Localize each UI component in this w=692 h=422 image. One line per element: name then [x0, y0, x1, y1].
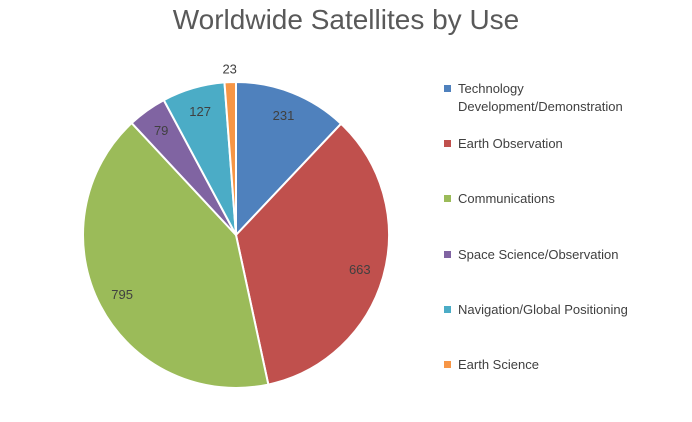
pie-slice-technology-development-demonstration [235, 81, 343, 236]
data-label-navigation-global-positioning: 127 [189, 104, 211, 119]
legend-label-technology-development-demonstration: Technology Development/Demonstration [458, 81, 623, 114]
legend-swatch-earth-observation [444, 140, 451, 147]
data-label-communications: 795 [111, 287, 133, 302]
pie-slice-communications [82, 122, 270, 389]
legend-label-space-science-observation: Space Science/Observation [458, 247, 619, 262]
data-label-technology-development-demonstration: 231 [273, 108, 295, 123]
chart-title: Worldwide Satellites by Use [172, 4, 520, 35]
legend-item-communications: Communications [444, 190, 688, 208]
pie-slice-earth-science [223, 80, 237, 236]
legend-label-earth-observation: Earth Observation [458, 136, 563, 151]
legend-item-technology-development-demonstration: Technology Development/Demonstration [444, 80, 688, 116]
data-label-space-science-observation: 79 [154, 123, 168, 138]
legend-label-earth-science: Earth Science [458, 357, 539, 372]
legend-item-earth-science: Earth Science [444, 356, 688, 374]
data-label-earth-science: 23 [222, 62, 236, 77]
legend-label-navigation-global-positioning: Navigation/Global Positioning [458, 302, 628, 317]
legend-swatch-technology-development-demonstration [444, 85, 451, 92]
legend-item-earth-observation: Earth Observation [444, 135, 688, 153]
legend-swatch-navigation-global-positioning [444, 306, 451, 313]
pie-slice-earth-observation [235, 122, 390, 386]
legend-item-space-science-observation: Space Science/Observation [444, 246, 688, 264]
legend-swatch-space-science-observation [444, 251, 451, 258]
legend-swatch-earth-science [444, 361, 451, 368]
data-label-earth-observation: 663 [349, 262, 371, 277]
legend-swatch-communications [444, 195, 451, 202]
legend-label-communications: Communications [458, 191, 555, 206]
legend-item-navigation-global-positioning: Navigation/Global Positioning [444, 301, 688, 319]
